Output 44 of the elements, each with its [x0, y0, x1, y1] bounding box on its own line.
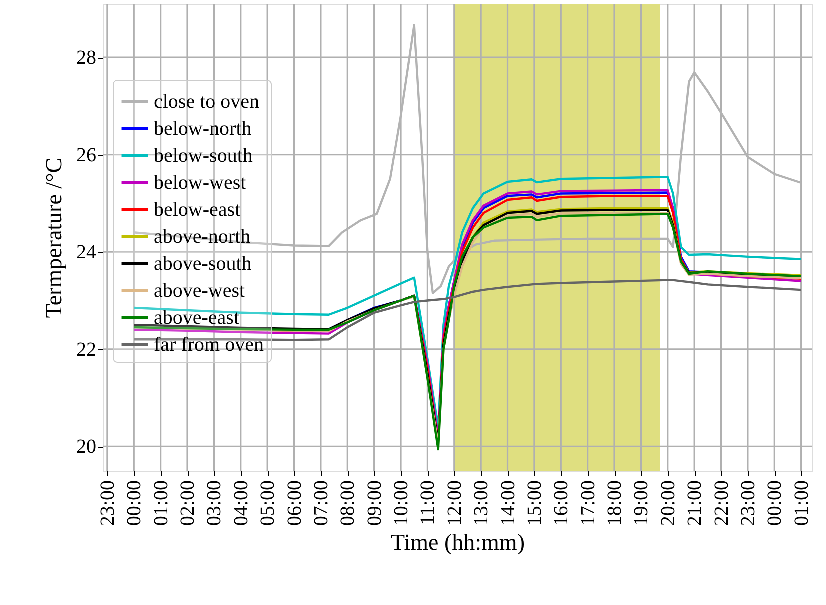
- y-tick-label: 24: [76, 242, 96, 264]
- x-tick-label: 06:00: [284, 480, 306, 526]
- x-tick-label: 23:00: [96, 480, 119, 526]
- legend-label: far from oven: [154, 334, 264, 356]
- x-tick-label: 17:00: [577, 480, 600, 526]
- legend-label: above-north: [154, 226, 251, 248]
- x-tick-label: 09:00: [364, 480, 386, 526]
- x-tick-label: 22:00: [710, 480, 733, 526]
- y-tick-label: 22: [76, 338, 96, 361]
- y-tick-label: 20: [76, 436, 96, 458]
- legend-label: above-south: [154, 253, 252, 275]
- y-tick-label: 28: [76, 47, 96, 70]
- legend-label: below-west: [154, 172, 247, 194]
- x-tick-label: 23:00: [737, 480, 760, 526]
- x-tick-label: 16:00: [550, 480, 573, 526]
- x-tick-label: 07:00: [310, 480, 332, 526]
- x-tick-label: 02:00: [177, 480, 200, 526]
- legend-label: below-south: [154, 145, 253, 167]
- x-tick-label: 08:00: [337, 480, 360, 526]
- x-tick-label: 13:00: [470, 480, 493, 526]
- x-tick-label: 10:00: [390, 480, 413, 526]
- y-axis-title: Termperature /°C: [42, 158, 66, 318]
- x-tick-label: 00:00: [124, 480, 146, 526]
- legend-label: below-north: [154, 118, 252, 140]
- x-tick-label: 21:00: [684, 480, 706, 526]
- y-tick-label: 26: [76, 144, 96, 166]
- x-tick-label: 04:00: [230, 480, 252, 526]
- legend-label: above-east: [154, 307, 240, 329]
- x-tick-label: 19:00: [630, 480, 653, 526]
- x-tick-label: 03:00: [204, 480, 226, 526]
- x-tick-label: 11:00: [417, 480, 440, 526]
- x-axis-title: Time (hh:mm): [391, 530, 525, 556]
- x-tick-label: 18:00: [604, 480, 626, 526]
- legend-label: below-east: [154, 199, 242, 221]
- legend-label: above-west: [154, 280, 246, 302]
- x-tick-label: 20:00: [657, 480, 680, 526]
- x-tick-label: 05:00: [257, 480, 280, 526]
- legend-label: close to oven: [154, 91, 260, 113]
- x-tick-label: 01:00: [790, 480, 813, 526]
- x-tick-label: 00:00: [764, 480, 786, 526]
- x-tick-label: 15:00: [524, 480, 546, 526]
- x-tick-label: 01:00: [150, 480, 172, 526]
- x-tick-label: 14:00: [497, 480, 520, 526]
- x-tick-label: 12:00: [444, 480, 466, 526]
